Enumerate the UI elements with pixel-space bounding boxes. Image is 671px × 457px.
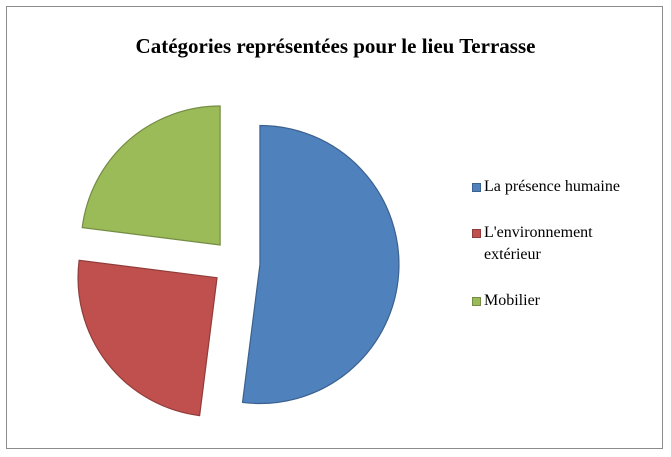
legend-label: Mobilier	[484, 292, 540, 309]
pie-slice	[241, 124, 400, 405]
chart-frame	[6, 6, 663, 449]
legend-item: L'environnement extérieur	[472, 222, 652, 266]
legend: La présence humaine L'environnement extér…	[472, 176, 652, 336]
legend-item: Mobilier	[472, 290, 652, 312]
legend-label: La présence humaine	[484, 178, 620, 195]
legend-label: L'environnement extérieur	[484, 224, 593, 263]
legend-item: La présence humaine	[472, 176, 652, 198]
pie-slice	[77, 259, 218, 417]
legend-swatch	[472, 229, 481, 238]
legend-swatch	[472, 297, 481, 306]
legend-swatch	[472, 183, 481, 192]
pie-slice	[81, 105, 221, 246]
chart-title: Catégories représentées pour le lieu Ter…	[135, 34, 536, 58]
